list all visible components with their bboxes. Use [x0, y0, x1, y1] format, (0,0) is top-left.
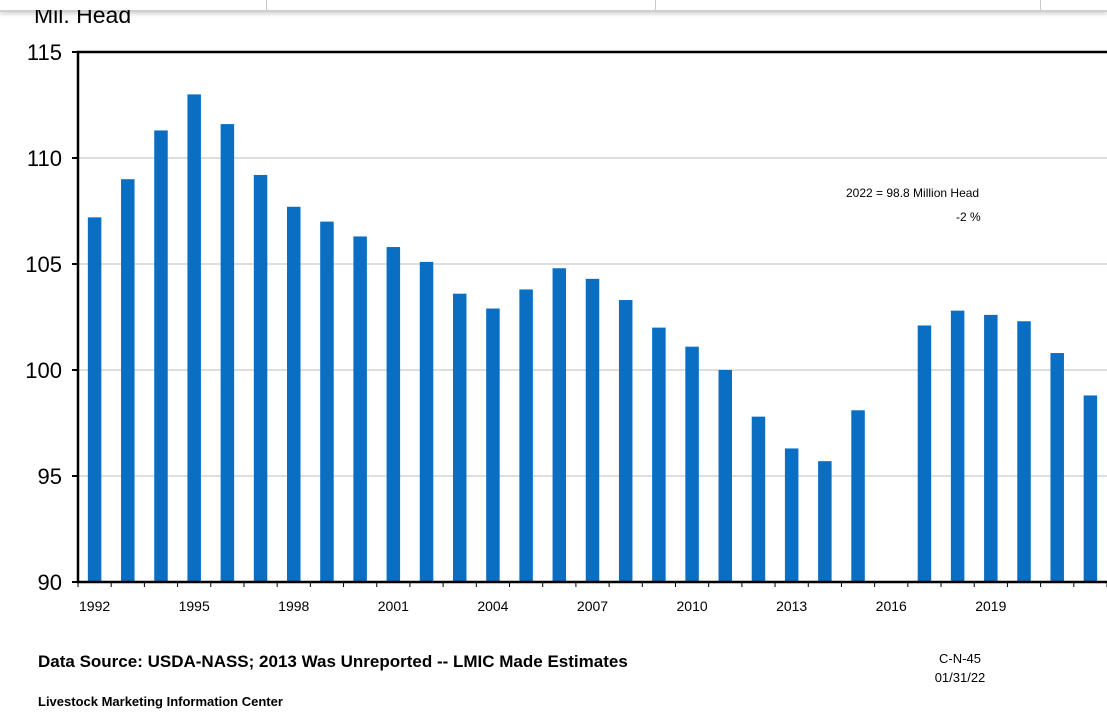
x-tick-label: 2007 [577, 598, 608, 614]
x-tick-label: 2019 [975, 598, 1006, 614]
x-tick-label: 1995 [179, 598, 210, 614]
annotation-line-2: -2 % [956, 210, 981, 224]
bar-2002 [419, 261, 434, 582]
y-tick-label: 115 [27, 40, 62, 65]
bar-2008 [618, 300, 633, 582]
x-tick-label: 2010 [677, 598, 708, 614]
bar-1998 [287, 206, 301, 582]
bar-1992 [87, 217, 102, 583]
bar-1997 [253, 174, 268, 582]
plot-frame [72, 50, 1107, 587]
bar-2007 [585, 278, 600, 582]
y-tick-label: 100 [25, 358, 62, 383]
bar-2003 [452, 293, 467, 582]
bar-2017 [917, 325, 932, 582]
y-tick-labels: 90 95 100 105 110 115 [25, 40, 62, 595]
x-tick-label: 1992 [79, 598, 110, 614]
bar-2018 [950, 310, 965, 582]
bar-2022 [1083, 395, 1098, 582]
y-tick-label: 105 [25, 252, 62, 277]
x-tick-label: 2004 [477, 598, 508, 614]
bar-2011 [718, 370, 733, 582]
strip-separator [655, 0, 656, 10]
bar-1994 [154, 130, 168, 582]
bar-2014 [818, 461, 832, 582]
bar-2005 [519, 289, 533, 582]
x-tick-labels: 1992 1995 1998 2001 2004 2007 2010 2013 2016 2019 [79, 598, 1007, 614]
annotation-line-1: 2022 = 98.8 Million Head [846, 186, 980, 200]
x-tick-label: 1998 [278, 598, 309, 614]
chart-date: 01/31/22 [934, 670, 986, 685]
data-source-note: Data Source: USDA-NASS; 2013 Was Unrepor… [38, 652, 628, 671]
x-tick-label: 2016 [876, 598, 907, 614]
organization-name: Livestock Marketing Information Center [38, 694, 283, 709]
bars [87, 94, 1098, 583]
chart-code: C-N-45 [939, 651, 981, 666]
strip-separator [266, 0, 267, 10]
bar-1996 [220, 124, 235, 582]
y-tick-label: 110 [27, 146, 62, 171]
bar-2013 [784, 448, 799, 582]
y-tick-label: 90 [38, 570, 62, 595]
bar-2015 [851, 410, 865, 582]
x-tick-label: 2001 [378, 598, 409, 614]
axis-frame [76, 50, 1107, 584]
bar-2020 [1017, 321, 1031, 582]
bar-2010 [685, 346, 699, 582]
strip-separator [1040, 0, 1041, 10]
bar-2019 [984, 314, 998, 582]
bar-2004 [486, 308, 500, 582]
bar-1995 [187, 94, 201, 583]
y-axis-label: Mil. Head [34, 2, 132, 28]
y-tick-label: 95 [38, 464, 62, 489]
bar-1993 [121, 179, 135, 582]
bar-2000 [353, 236, 367, 582]
x-tick-label: 2013 [776, 598, 807, 614]
bar-1999 [320, 221, 334, 582]
bar-2012 [751, 416, 766, 582]
bar-2009 [652, 327, 666, 582]
window-top-strip [0, 0, 1107, 12]
bar-2021 [1050, 353, 1064, 582]
bar-2006 [552, 268, 567, 582]
bar-2001 [386, 247, 401, 583]
